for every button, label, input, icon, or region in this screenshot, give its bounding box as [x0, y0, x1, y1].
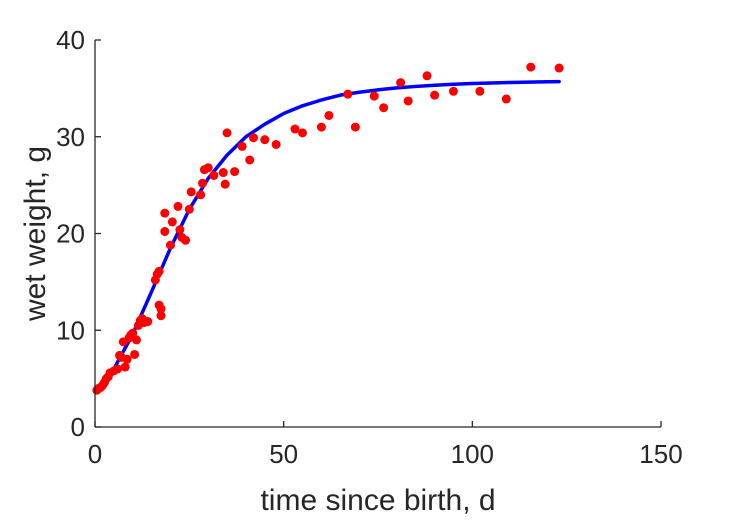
x-tick-label: 50	[269, 439, 298, 469]
data-point	[209, 170, 219, 180]
y-axis-label: wet weight, g	[19, 146, 52, 322]
data-point	[260, 135, 270, 145]
data-point	[120, 362, 130, 372]
data-point	[173, 201, 183, 211]
data-point	[403, 96, 413, 106]
data-point	[143, 317, 153, 327]
data-point	[396, 78, 406, 88]
data-point	[160, 208, 170, 218]
data-point	[343, 89, 353, 99]
data-point	[203, 163, 213, 173]
data-point	[154, 266, 164, 276]
y-tick-label: 0	[71, 412, 85, 442]
data-point	[379, 103, 389, 113]
x-tick-label: 100	[451, 439, 494, 469]
data-point	[184, 204, 194, 214]
data-point	[160, 227, 170, 237]
data-point	[475, 86, 485, 96]
axes: 0 50 100 150 0 10 20 30 40	[56, 25, 683, 469]
data-point	[298, 128, 308, 138]
data-point	[271, 139, 281, 149]
data-point	[237, 141, 247, 151]
data-point	[218, 168, 228, 178]
data-point	[350, 122, 360, 132]
y-tick-label: 10	[56, 315, 85, 345]
data-point	[132, 335, 142, 345]
x-axis-label: time since birth, d	[260, 484, 495, 517]
data-point	[448, 86, 458, 96]
data-point	[122, 354, 132, 364]
data-point	[248, 133, 258, 143]
data-point	[156, 304, 166, 314]
plot-area	[92, 62, 564, 395]
x-tick-label: 150	[639, 439, 682, 469]
x-tick-label: 0	[88, 439, 102, 469]
data-point	[130, 349, 140, 359]
data-point	[165, 240, 175, 250]
data-point	[554, 63, 564, 73]
data-point	[222, 128, 232, 138]
data-point	[230, 167, 240, 177]
y-tick-label: 40	[56, 25, 85, 55]
data-point	[113, 364, 123, 374]
data-point	[526, 62, 536, 72]
data-point	[220, 179, 230, 189]
x-axis-ticks: 0 50 100 150	[88, 421, 683, 469]
fit-curve	[93, 79, 561, 394]
y-axis-ticks: 0 10 20 30 40	[56, 25, 101, 442]
data-point	[369, 91, 379, 101]
data-point	[186, 187, 196, 197]
data-point	[196, 190, 206, 200]
y-tick-label: 30	[56, 122, 85, 152]
data-point	[167, 217, 177, 227]
data-point	[181, 235, 191, 245]
data-point	[501, 94, 511, 104]
data-point	[175, 225, 185, 235]
data-point	[430, 90, 440, 100]
data-point	[316, 122, 326, 132]
data-point	[128, 328, 138, 338]
data-point	[198, 178, 208, 188]
data-point	[324, 110, 334, 120]
data-point	[245, 155, 255, 165]
y-tick-label: 20	[56, 219, 85, 249]
data-point	[156, 311, 166, 321]
data-point	[422, 71, 432, 81]
data-point	[290, 124, 300, 134]
